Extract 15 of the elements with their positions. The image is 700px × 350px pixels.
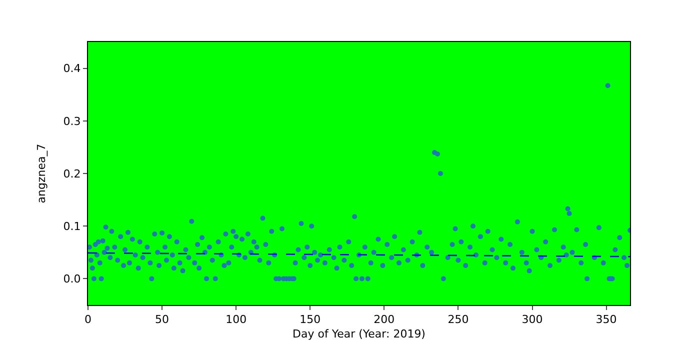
y-axis-title: angznea_7	[34, 144, 48, 204]
y-tick-label: 0.3	[63, 114, 81, 128]
y-tick-label: 0.4	[63, 62, 81, 76]
x-tick-label: 100	[226, 313, 247, 326]
x-tick-label: 50	[155, 313, 170, 326]
y-tick-label: 0.2	[63, 167, 81, 180]
y-tick-label: 0.0	[63, 272, 81, 286]
y-tick-label: 0.1	[63, 220, 81, 233]
x-tick-label: 150	[300, 313, 321, 326]
x-tick-label: 300	[522, 313, 543, 326]
x-tick-label: 0	[84, 313, 92, 326]
x-tick-label: 200	[374, 313, 395, 326]
x-tick-label: 250	[448, 313, 469, 326]
x-tick-label: 350	[596, 313, 617, 326]
x-axis-title: Day of Year (Year: 2019)	[292, 327, 426, 340]
